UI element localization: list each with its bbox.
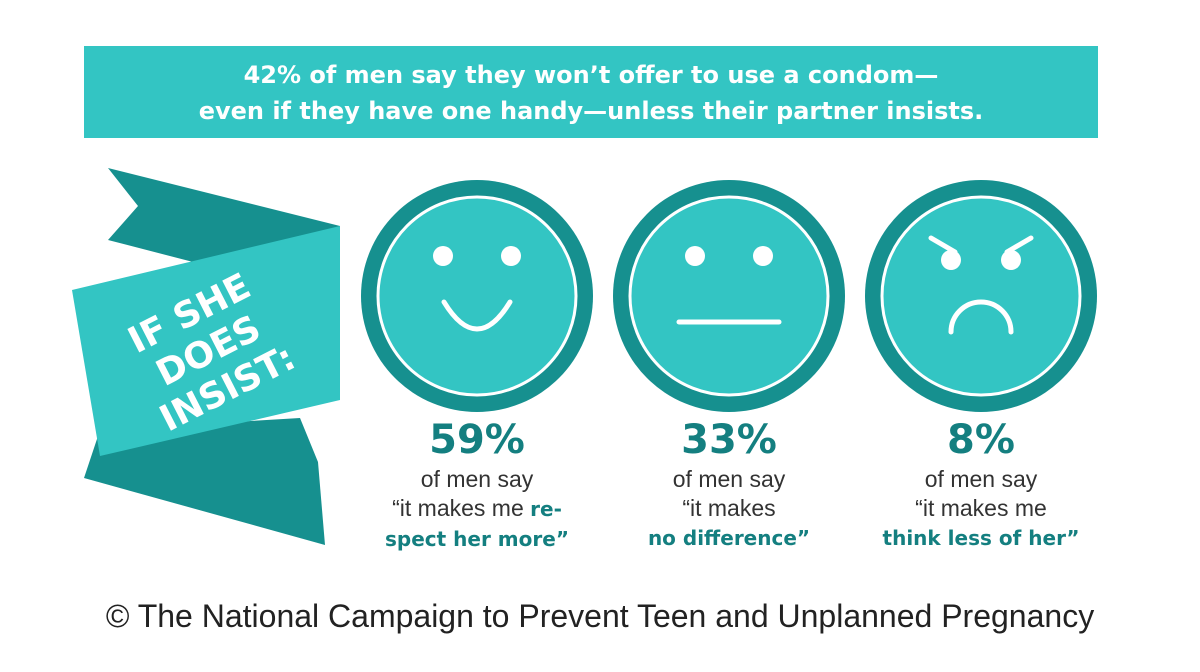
stat-percent: 8%: [947, 417, 1015, 463]
stat-quote: ”: [796, 526, 811, 550]
ribbon: IF SHE DOES INSIST:: [72, 168, 340, 545]
ribbon-main: [72, 226, 340, 456]
stat-line-3: think less of her”: [861, 523, 1101, 553]
stat-think-less: 8% of men say “it makes me think less of…: [861, 415, 1101, 553]
stat-text: “it makes: [682, 495, 776, 521]
stat-line-1: of men say: [672, 466, 786, 492]
stat-line-1: of men say: [924, 466, 1038, 492]
stat-highlight: no difference: [647, 526, 797, 550]
stat-quote: ”: [555, 527, 569, 551]
stat-percent: 59%: [429, 417, 525, 463]
copyright-footer: © The National Campaign to Prevent Teen …: [105, 598, 1095, 634]
stat-no-difference: 33% of men say “it makes no difference”: [609, 415, 849, 553]
stat-line-2: “it makes me re-: [357, 494, 597, 524]
stat-line-2: “it makes me: [861, 494, 1101, 523]
stat-text: “it makes me: [915, 495, 1047, 521]
headline-line-1: 42% of men say they won’t offer to use a…: [243, 61, 939, 89]
stat-quote: ”: [1066, 526, 1080, 550]
stat-line-3: spect her more”: [357, 524, 597, 554]
stat-percent: 33%: [681, 417, 777, 463]
ribbon-bottom-tail: [84, 418, 325, 545]
stat-line-3: no difference”: [609, 523, 849, 553]
stat-highlight: spect her more: [385, 527, 556, 551]
stat-respect-more: 59% of men say “it makes me re- spect he…: [357, 415, 597, 554]
happy-face-icon: [361, 180, 593, 412]
stat-highlight: re-: [530, 497, 562, 521]
angry-face-icon: [865, 180, 1097, 412]
stat-line-2: “it makes: [609, 494, 849, 523]
headline-line-2: even if they have one handy—unless their…: [198, 97, 984, 125]
stat-line-1: of men say: [420, 466, 534, 492]
headline-banner: 42% of men say they won’t offer to use a…: [84, 46, 1098, 138]
stat-highlight: think less of her: [882, 526, 1067, 550]
stat-text: “it makes me: [392, 495, 531, 521]
neutral-face-icon: [613, 180, 845, 412]
